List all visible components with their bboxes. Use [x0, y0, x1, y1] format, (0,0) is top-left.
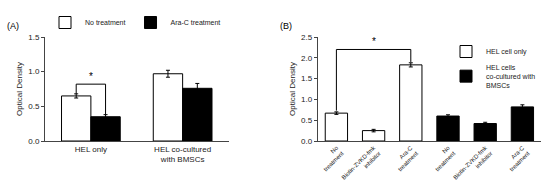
svg-text:0.5: 0.5	[28, 102, 40, 111]
svg-text:Ara-Ctreatment: Ara-Ctreatment	[503, 144, 531, 172]
svg-text:(B): (B)	[280, 21, 292, 31]
svg-text:1.5: 1.5	[28, 33, 40, 42]
svg-text:HEL cell only: HEL cell only	[486, 48, 527, 56]
svg-text:1.0: 1.0	[28, 67, 40, 76]
svg-text:HEL co-culturedwith BMSCs: HEL co-culturedwith BMSCs	[154, 145, 211, 164]
svg-text:Notreatment: Notreatment	[429, 144, 457, 172]
svg-text:(A): (A)	[7, 21, 19, 31]
svg-text:1.5: 1.5	[301, 74, 313, 83]
svg-text:HEL only: HEL only	[75, 145, 107, 154]
svg-text:*: *	[89, 71, 93, 82]
svg-text:Ara-C treatment: Ara-C treatment	[171, 19, 221, 26]
svg-text:0.5: 0.5	[301, 116, 313, 125]
svg-text:Biotin-ZVKD-fmkinhibitor: Biotin-ZVKD-fmkinhibitor	[452, 144, 494, 186]
svg-text:2.0: 2.0	[301, 54, 313, 63]
svg-text:No treatment: No treatment	[85, 19, 126, 26]
svg-text:HEL cellsco-cultured withBMSCs: HEL cellsco-cultured withBMSCs	[486, 64, 535, 89]
svg-text:Notreatment: Notreatment	[317, 144, 345, 172]
svg-text:0.0: 0.0	[28, 137, 40, 146]
svg-text:Optical Density: Optical Density	[288, 62, 297, 116]
svg-text:2.5: 2.5	[301, 33, 313, 42]
svg-text:Ara-Ctreatment: Ara-Ctreatment	[391, 144, 419, 172]
svg-text:1.0: 1.0	[301, 95, 313, 104]
svg-text:*: *	[372, 36, 376, 47]
svg-text:Optical Density: Optical Density	[15, 62, 24, 116]
svg-text:Biotin-ZVKD-fmkinhibitor: Biotin-ZVKD-fmkinhibitor	[341, 144, 383, 186]
svg-text:0.0: 0.0	[301, 137, 313, 146]
